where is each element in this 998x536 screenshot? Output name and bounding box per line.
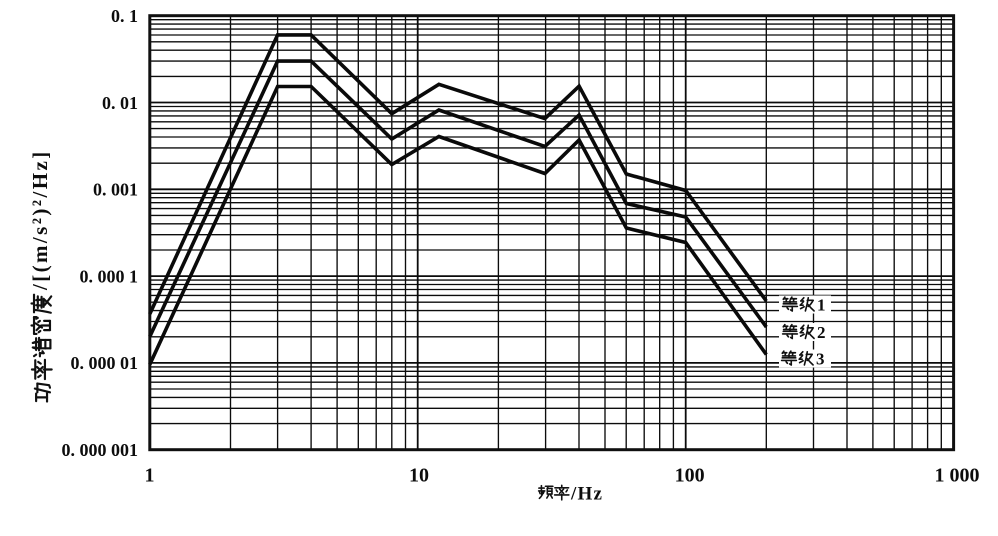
svg-text:/Hz: /Hz <box>570 484 603 505</box>
svg-text:0. 001: 0. 001 <box>93 180 138 200</box>
svg-text:0. 000 1: 0. 000 1 <box>80 266 139 286</box>
svg-text:3: 3 <box>816 350 825 369</box>
svg-text:1: 1 <box>145 465 155 487</box>
svg-text:0. 000 001: 0. 000 001 <box>62 440 139 460</box>
svg-text:0. 1: 0. 1 <box>111 6 138 26</box>
svg-text:0. 000 01: 0. 000 01 <box>71 353 139 373</box>
svg-text:/[(m/s²)²/Hz]: /[(m/s²)²/Hz] <box>28 149 52 291</box>
svg-text:1: 1 <box>817 296 826 315</box>
svg-text:2: 2 <box>817 323 826 342</box>
svg-text:100: 100 <box>675 465 705 487</box>
svg-text:0. 01: 0. 01 <box>102 93 138 113</box>
svg-text:10: 10 <box>409 465 429 487</box>
svg-text:1 000: 1 000 <box>935 465 980 487</box>
